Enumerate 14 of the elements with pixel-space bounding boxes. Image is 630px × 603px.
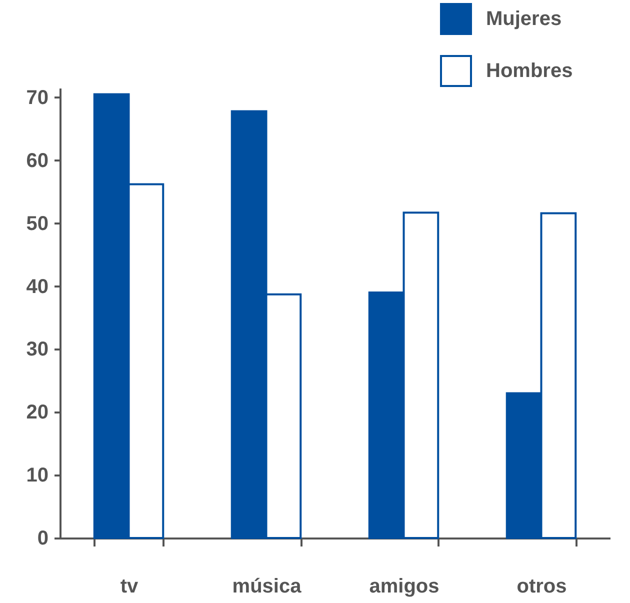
y-tick-label: 10 [26, 464, 48, 487]
y-tick-label: 20 [26, 402, 48, 424]
legend-label: Mujeres [486, 8, 562, 30]
y-tick-label: 0 [37, 528, 48, 550]
y-tick-label: 60 [26, 150, 48, 172]
legend-label: Hombres [486, 60, 573, 82]
y-tick-label: 40 [26, 276, 48, 298]
y-tick-label: 30 [26, 338, 48, 361]
y-tick-label: 70 [26, 86, 48, 109]
x-tick-label: tv [120, 576, 140, 598]
x-tick-label: otros [516, 576, 567, 598]
x-tick-label: música [232, 576, 302, 598]
x-tick-label: amigos [369, 576, 440, 598]
y-tick-label: 50 [26, 212, 48, 235]
